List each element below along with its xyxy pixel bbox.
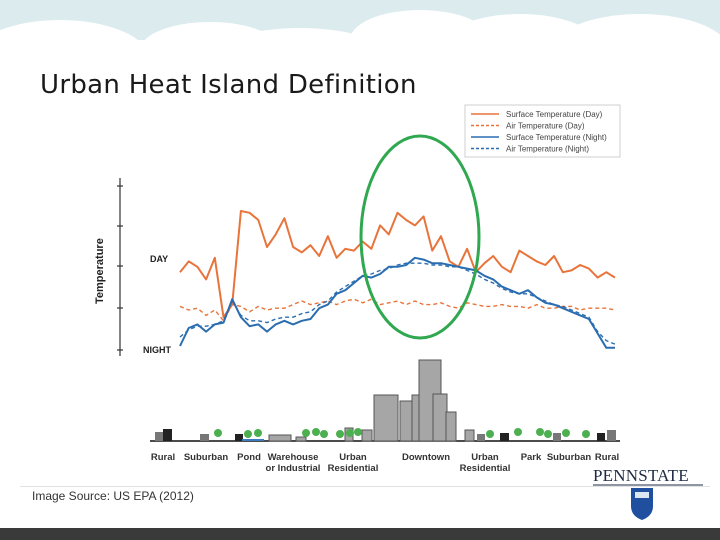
tree-8 (354, 428, 362, 436)
tree-7 (346, 429, 354, 437)
zone-label-7: Park (521, 452, 542, 463)
tree-1 (244, 430, 252, 438)
series-air-temperature-day (179, 298, 616, 322)
penn-state-logo: PENNSTATE (593, 466, 703, 522)
building-0 (373, 394, 399, 442)
building-5 (445, 411, 457, 442)
tree-4 (312, 428, 320, 436)
building-8 (361, 429, 373, 442)
tick-label-day: DAY (150, 254, 168, 264)
tree-12 (544, 430, 552, 438)
building-6 (464, 429, 475, 442)
logo-wordmark: PENNSTATE (593, 466, 689, 485)
pond (242, 439, 264, 441)
zone-label-8: Suburban (547, 452, 592, 463)
zone-label-5: Downtown (402, 452, 450, 463)
tree-3 (302, 429, 310, 437)
house-3 (235, 434, 243, 441)
house-1 (163, 429, 172, 441)
zone-label-4: Urban Residential (328, 452, 379, 474)
tree-10 (514, 428, 522, 436)
zone-label-6: Urban Residential (460, 452, 511, 474)
downtown-highlight-ellipse (359, 134, 481, 340)
house-7 (597, 433, 605, 441)
series-surface-temperature-night (179, 256, 615, 349)
zone-label-9: Rural (595, 452, 619, 463)
house-8 (607, 430, 616, 441)
building-1 (399, 400, 413, 442)
zone-label-0: Rural (151, 452, 175, 463)
tree-11 (536, 428, 544, 436)
series-air-temperature-night (179, 262, 616, 345)
building-4 (432, 393, 448, 442)
penn-state-shield-icon (593, 484, 703, 520)
legend-entry-0: Surface Temperature (Day) (506, 110, 603, 119)
zone-label-1: Suburban (184, 452, 229, 463)
cloud-banner (0, 0, 720, 110)
footer-divider (20, 486, 710, 487)
image-source: Image Source: US EPA (2012) (32, 489, 194, 503)
tree-13 (562, 429, 570, 437)
house-4 (477, 434, 485, 441)
tree-2 (254, 429, 262, 437)
building-9 (268, 434, 292, 442)
house-5 (500, 433, 509, 441)
tree-14 (582, 430, 590, 438)
tree-5 (320, 430, 328, 438)
tick-label-night: NIGHT (143, 345, 172, 355)
house-2 (200, 434, 209, 441)
tree-0 (214, 429, 222, 437)
zone-label-3: Warehouse or Industrial (266, 452, 321, 474)
legend-entry-1: Air Temperature (Day) (506, 122, 585, 131)
legend-entry-3: Air Temperature (Night) (506, 145, 589, 154)
tree-9 (486, 430, 494, 438)
y-axis-label: Temperature (94, 238, 106, 304)
series-surface-temperature-day (179, 210, 616, 319)
footer-bar (0, 528, 720, 540)
slide-title: Urban Heat Island Definition (40, 70, 417, 100)
house-6 (553, 433, 561, 441)
tree-6 (336, 430, 344, 438)
zone-label-2: Pond (237, 452, 261, 463)
legend-entry-2: Surface Temperature (Night) (506, 133, 607, 142)
building-10 (295, 436, 307, 442)
house-0 (155, 432, 163, 441)
